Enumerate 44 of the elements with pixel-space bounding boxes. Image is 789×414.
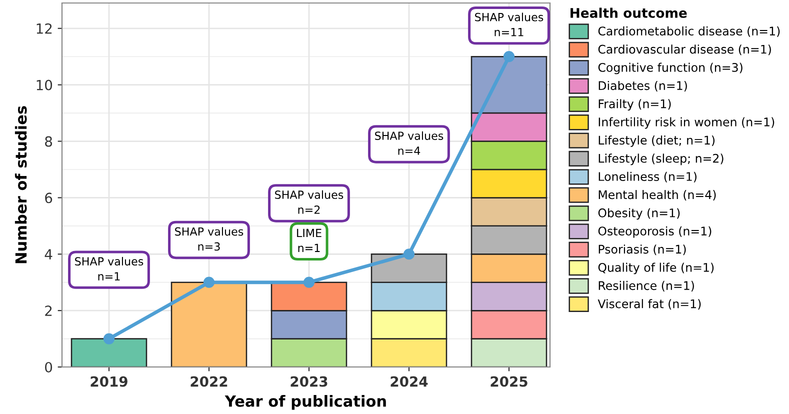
legend-label: Visceral fat (n=1) [598,299,701,310]
y-tick-label: 8 [45,136,52,147]
legend-label: Frailty (n=1) [598,99,671,111]
legend-title: Health outcome [570,8,687,18]
legend-label: Diabetes (n=1) [598,80,687,92]
annotation: SHAP values n=3 [175,227,244,251]
y-tick-label: 4 [44,249,52,260]
y-tick-label: 10 [36,80,52,90]
legend-label: Cognitive function (n=3) [598,62,742,74]
legend-label: Loneliness (n=1) [598,172,696,182]
bar [170,282,248,367]
legend-label: Mental health (n=4) [598,190,716,201]
point [203,276,215,288]
annotation: SHAP values n=1 [75,256,144,280]
annotation: SHAP values n=2 [275,190,344,214]
x-tick-label: 2025 [490,376,528,387]
x-tick-label: 2019 [90,376,128,387]
y-tick-label: 2 [45,306,52,316]
legend-label: Cardiovascular disease (n=1) [598,44,771,56]
y-tick-label: 12 [36,23,52,34]
annotation: SHAP values n=11 [475,12,544,36]
legend-label: Lifestyle (diet; n=1) [598,135,715,147]
legend-label: Resilience (n=1) [598,280,694,292]
legend-label: Osteoporosis (n=1) [598,226,712,238]
legend-label: Cardiometabolic disease (n=1) [598,26,780,37]
x-tick-label: 2023 [290,376,328,387]
x-tick-label: 2022 [190,376,228,387]
point [103,333,115,344]
y-tick-label: 0 [45,362,52,372]
legend-label: Obesity (n=1) [598,208,680,220]
legend-label: Quality of life (n=1) [598,262,714,274]
point [303,276,315,288]
legend-label: Lifestyle (sleep; n=2) [598,154,724,166]
point [503,51,515,62]
y-axis-title: Number of studies [14,106,27,264]
point [403,248,415,260]
annotation: LIME n=1 [297,228,322,252]
bar [70,338,148,367]
y-tick-label: 6 [45,192,52,204]
legend-label: Psoriasis (n=1) [598,244,686,256]
legend-label: Infertility risk in women (n=1) [598,117,774,129]
x-axis-title: Year of publication [224,395,386,410]
annotation: SHAP values n=4 [375,131,444,155]
x-tick-label: 2024 [390,376,428,387]
